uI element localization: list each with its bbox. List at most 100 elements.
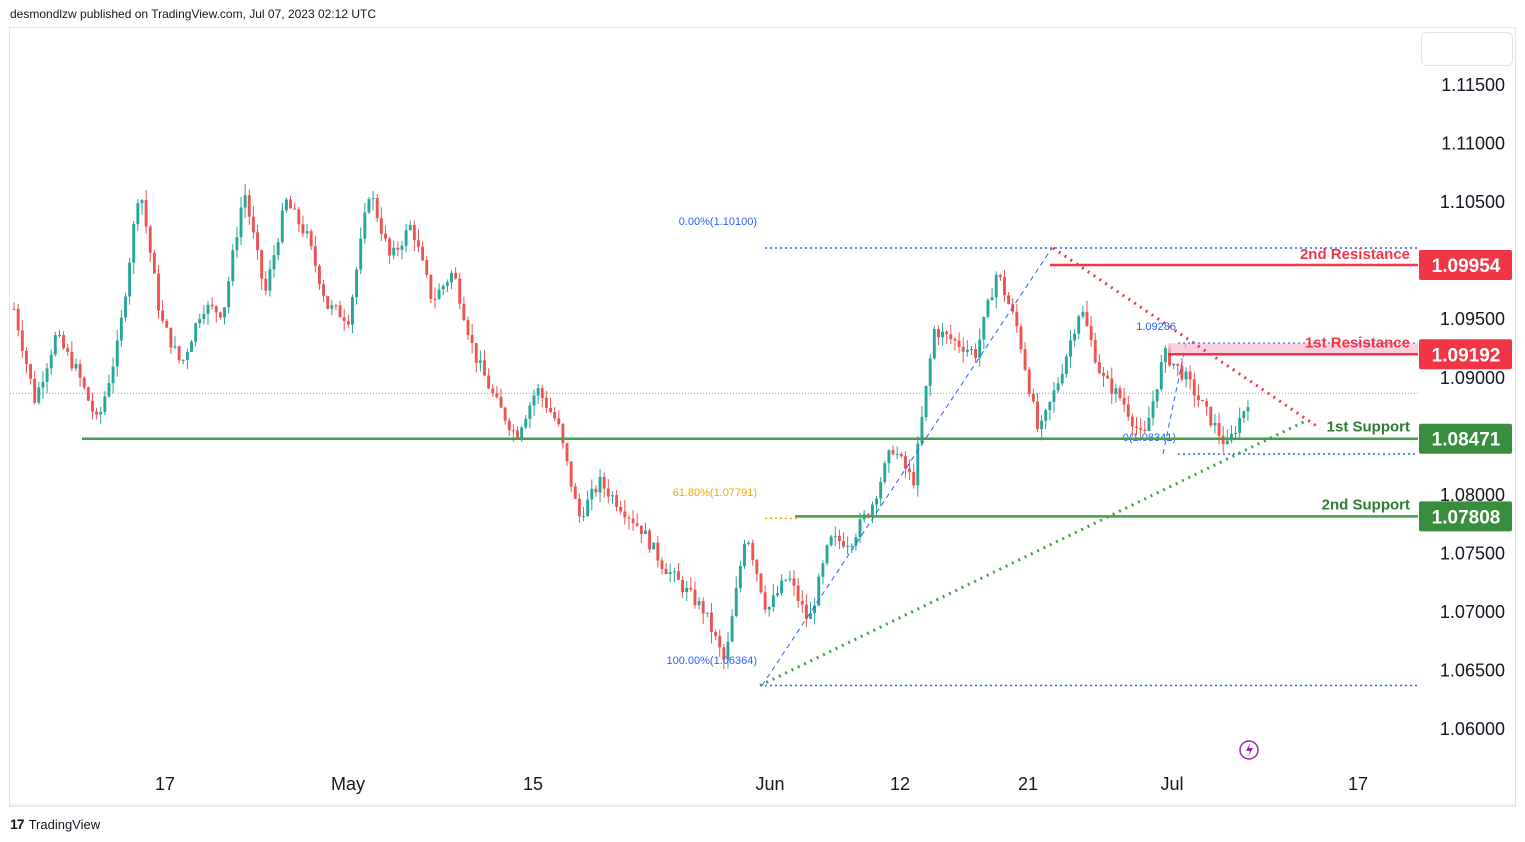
candle-body bbox=[1073, 333, 1077, 341]
candle-body bbox=[540, 388, 544, 399]
candle-body bbox=[883, 463, 887, 482]
candle-body bbox=[1052, 390, 1056, 402]
candle-body bbox=[685, 587, 689, 593]
candle-body bbox=[1040, 420, 1044, 429]
candle-body bbox=[264, 278, 268, 291]
resistance-zone bbox=[1168, 343, 1418, 355]
candle-body bbox=[1172, 363, 1176, 366]
tradingview-brand: TradingView bbox=[28, 816, 101, 832]
candle-body bbox=[62, 334, 66, 349]
candle-body bbox=[809, 612, 812, 619]
x-tick-label: 17 bbox=[155, 774, 175, 794]
candle-body bbox=[103, 396, 107, 412]
x-tick-label: May bbox=[331, 774, 365, 794]
candle-body bbox=[1044, 410, 1048, 421]
candle-body bbox=[759, 573, 763, 593]
candle-body bbox=[148, 226, 152, 253]
candle-body bbox=[1097, 362, 1101, 373]
candle-body bbox=[586, 499, 590, 517]
candle-body bbox=[553, 411, 557, 419]
candle-body bbox=[119, 317, 123, 341]
candle-body bbox=[338, 305, 342, 318]
candle-body bbox=[115, 340, 119, 367]
x-tick-label: Jun bbox=[755, 774, 784, 794]
candle-body bbox=[1056, 383, 1060, 391]
fib-trend-line bbox=[761, 247, 1053, 686]
candle-body bbox=[293, 208, 297, 210]
candle-body bbox=[41, 381, 45, 388]
candle-body bbox=[1242, 411, 1246, 419]
2nd-resistance-price-label: 1.09954 bbox=[1432, 256, 1501, 277]
candle-body bbox=[837, 535, 841, 542]
candle-body bbox=[796, 585, 800, 601]
candle-body bbox=[619, 506, 623, 512]
candle-body bbox=[771, 595, 775, 608]
candle-body bbox=[256, 232, 259, 251]
candle-body bbox=[491, 388, 495, 394]
candle-body bbox=[425, 260, 429, 275]
candle-body bbox=[16, 308, 20, 331]
x-tick-label: 15 bbox=[523, 774, 543, 794]
candle-body bbox=[206, 304, 210, 314]
candle-body bbox=[833, 535, 837, 537]
candle-body bbox=[70, 351, 74, 369]
candle-body bbox=[388, 238, 392, 256]
candle-body bbox=[511, 430, 515, 432]
candle-body bbox=[784, 579, 788, 581]
candle-body bbox=[677, 571, 680, 580]
2nd-support-price-tag bbox=[1419, 501, 1512, 532]
2nd-resistance-price-tag bbox=[1419, 250, 1512, 281]
candle-body bbox=[185, 352, 189, 360]
candle-body bbox=[235, 237, 239, 251]
candle-body bbox=[842, 541, 845, 547]
candle-body bbox=[1246, 407, 1250, 412]
candle-body bbox=[656, 542, 660, 561]
1st-support-price-tag bbox=[1419, 423, 1512, 454]
candle-body bbox=[949, 334, 953, 340]
candle-body bbox=[1122, 398, 1126, 405]
candle-body bbox=[45, 368, 49, 382]
chart-frame[interactable] bbox=[9, 27, 1516, 807]
candle-body bbox=[128, 262, 132, 297]
candle-body bbox=[627, 517, 631, 519]
candle-body bbox=[412, 224, 416, 241]
candle-body bbox=[639, 525, 643, 535]
1st-support-price-label: 1.08471 bbox=[1432, 430, 1501, 451]
2nd-support-label: 2nd Support bbox=[1322, 496, 1410, 513]
candle-body bbox=[408, 224, 412, 231]
candle-body bbox=[251, 216, 255, 233]
candle-body bbox=[953, 339, 957, 341]
candle-body bbox=[615, 495, 619, 507]
candle-body bbox=[990, 297, 994, 301]
candle-body bbox=[800, 600, 804, 605]
candle-body bbox=[974, 349, 978, 358]
candle-body bbox=[829, 536, 833, 546]
x-tick-label: 12 bbox=[890, 774, 910, 794]
candle-body bbox=[483, 360, 486, 376]
2nd-resistance-label: 2nd Resistance bbox=[1300, 246, 1410, 263]
candle-body bbox=[528, 405, 532, 419]
candle-body bbox=[635, 523, 639, 526]
candle-body bbox=[152, 252, 156, 274]
candle-body bbox=[1151, 401, 1155, 418]
1st-resistance-label: 1st Resistance bbox=[1305, 334, 1410, 351]
candle-body bbox=[928, 358, 932, 386]
candle-body bbox=[738, 565, 742, 589]
candle-body bbox=[1064, 356, 1068, 374]
candle-body bbox=[1093, 339, 1097, 363]
candle-body bbox=[1163, 348, 1167, 363]
candle-body bbox=[544, 398, 548, 408]
candle-body bbox=[916, 443, 920, 486]
candle-body bbox=[1102, 372, 1105, 376]
candle-body bbox=[776, 593, 779, 596]
candle-body bbox=[879, 481, 883, 499]
tradingview-footer[interactable]: 17 TradingView bbox=[10, 816, 100, 832]
candle-body bbox=[239, 207, 243, 238]
candle-body bbox=[450, 272, 453, 283]
candle-body bbox=[396, 247, 400, 250]
candle-body bbox=[1106, 375, 1110, 379]
lightning-icon bbox=[1239, 740, 1259, 760]
candle-body bbox=[792, 578, 796, 586]
y-tick-label: 1.09500 bbox=[1440, 309, 1505, 329]
